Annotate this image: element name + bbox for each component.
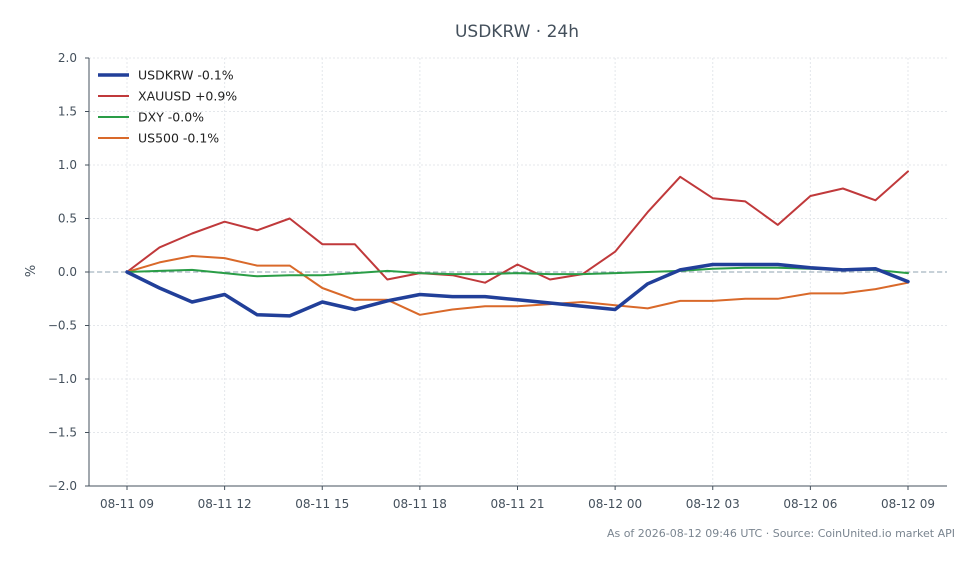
legend: USDKRW -0.1% XAUUSD +0.9% DXY -0.0% US500 -… <box>98 68 237 146</box>
series-line-1 <box>126 170 909 284</box>
legend-label-2: DXY -0.0% <box>138 110 204 125</box>
y-tick-label-8: 2.0 <box>58 51 77 65</box>
x-tick-label-7: 08-12 06 <box>783 497 837 511</box>
series-line-0 <box>125 262 910 318</box>
y-tick-label-1: −1.5 <box>48 426 77 440</box>
series-line-3 <box>126 255 909 316</box>
x-ticks: 08-11 09 08-11 12 08-11 15 08-11 18 08-11 21… <box>100 486 935 511</box>
legend-label-0: USDKRW -0.1% <box>138 68 234 83</box>
y-tick-label-7: 1.5 <box>58 105 77 119</box>
x-tick-label-1: 08-11 12 <box>198 497 252 511</box>
series-line-2 <box>126 266 909 278</box>
x-tick-label-2: 08-11 15 <box>295 497 349 511</box>
y-ticks: −2.0 −1.5 −1.0 −0.5 0.0 0.5 1.0 1.5 2.0 <box>48 51 89 493</box>
y-tick-label-5: 0.5 <box>58 212 77 226</box>
x-tick-label-6: 08-12 03 <box>686 497 740 511</box>
y-tick-label-6: 1.0 <box>58 158 77 172</box>
x-tick-label-0: 08-11 09 <box>100 497 154 511</box>
legend-label-1: XAUUSD +0.9% <box>138 89 237 104</box>
y-tick-label-3: −0.5 <box>48 319 77 333</box>
x-tick-label-5: 08-12 00 <box>588 497 642 511</box>
x-tick-label-3: 08-11 18 <box>393 497 447 511</box>
chart-footer: As of 2026-08-12 09:46 UTC · Source: Coi… <box>607 527 955 540</box>
x-tick-label-4: 08-11 21 <box>491 497 545 511</box>
y-axis-label: % <box>24 265 39 277</box>
y-tick-label-4: 0.0 <box>58 265 77 279</box>
y-tick-label-2: −1.0 <box>48 372 77 386</box>
chart-title: USDKRW · 24h <box>455 22 579 42</box>
series-group <box>125 170 910 318</box>
legend-label-3: US500 -0.1% <box>138 131 219 146</box>
y-tick-label-0: −2.0 <box>48 479 77 493</box>
x-tick-label-8: 08-12 09 <box>881 497 935 511</box>
